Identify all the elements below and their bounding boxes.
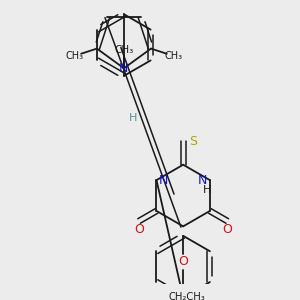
- Text: CH₃: CH₃: [164, 51, 183, 61]
- Text: N: N: [198, 174, 207, 187]
- Text: H: H: [203, 184, 212, 195]
- Text: N: N: [119, 62, 129, 75]
- Text: S: S: [189, 134, 197, 148]
- Text: H: H: [129, 113, 137, 123]
- Text: CH₃: CH₃: [114, 45, 134, 55]
- Text: CH₂CH₃: CH₂CH₃: [168, 292, 205, 300]
- Text: N: N: [159, 174, 168, 187]
- Text: CH₃: CH₃: [65, 51, 83, 61]
- Text: O: O: [134, 223, 144, 236]
- Text: O: O: [222, 223, 232, 236]
- Text: O: O: [178, 255, 188, 268]
